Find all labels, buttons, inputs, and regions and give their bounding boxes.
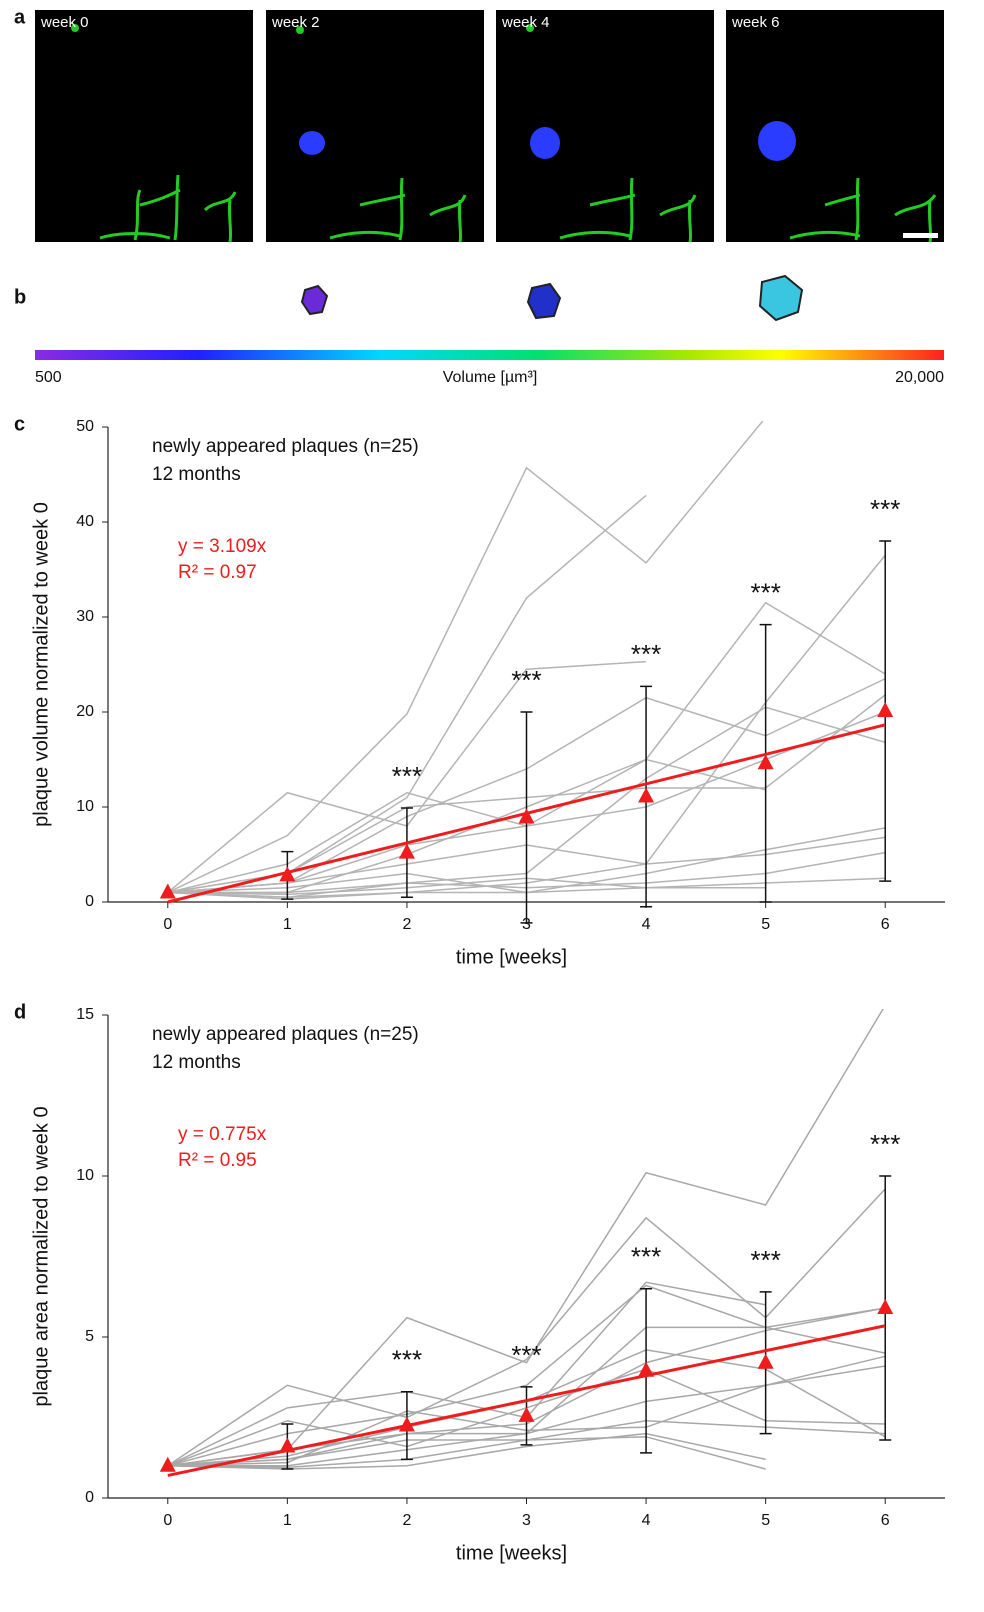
x-tick-label: 2	[402, 916, 411, 933]
image-panel: week 0	[35, 10, 253, 242]
x-tick-label: 1	[283, 1512, 292, 1529]
fit-r2: R² = 0.97	[178, 562, 257, 583]
annotation: newly appeared plaques (n=25)	[152, 1024, 419, 1045]
mean-marker	[638, 788, 654, 803]
image-label: week 6	[731, 14, 780, 31]
y-tick-label: 40	[76, 513, 94, 530]
y-tick-label: 20	[76, 703, 94, 720]
fit-r2: R² = 0.95	[178, 1150, 257, 1171]
image-label: week 4	[501, 14, 550, 31]
x-tick-label: 5	[761, 916, 770, 933]
mean-marker	[638, 1362, 654, 1377]
annotation: newly appeared plaques (n=25)	[152, 436, 419, 457]
image-label: week 2	[271, 14, 320, 31]
x-tick-label: 5	[761, 1512, 770, 1529]
x-tick-label: 0	[163, 916, 172, 933]
y-tick-label: 10	[76, 1167, 94, 1184]
y-tick-label: 50	[76, 418, 94, 435]
mean-marker	[877, 1299, 893, 1314]
significance: ***	[870, 1129, 900, 1159]
mean-marker	[279, 1437, 295, 1452]
panel-label: c	[14, 413, 25, 435]
x-tick-label: 6	[881, 1512, 890, 1529]
x-tick-label: 6	[881, 916, 890, 933]
x-tick-label: 3	[522, 1512, 531, 1529]
x-tick-label: 4	[642, 916, 651, 933]
colorbar	[35, 350, 944, 360]
colorbar-title: Volume [µm³]	[443, 369, 538, 386]
colorbar-max: 20,000	[895, 369, 944, 386]
panel-label: a	[14, 6, 26, 28]
plaque-renderings	[302, 276, 802, 320]
annotation: 12 months	[152, 464, 241, 485]
image-panel: week 2	[266, 10, 484, 242]
significance: ***	[750, 1245, 780, 1275]
panel-label: d	[14, 1001, 26, 1023]
y-tick-label: 10	[76, 798, 94, 815]
x-axis-label: time [weeks]	[456, 946, 567, 968]
image-panel: week 4	[496, 10, 714, 242]
significance: ***	[392, 761, 422, 791]
image-panel: week 6	[726, 10, 944, 242]
x-tick-label: 1	[283, 916, 292, 933]
x-tick-label: 0	[163, 1512, 172, 1529]
figure: a week 0 week 2 week 4 week 6 b 500 Volu…	[0, 0, 984, 1612]
significance: ***	[511, 1340, 541, 1370]
y-tick-label: 5	[85, 1328, 94, 1345]
panel-label: b	[14, 286, 26, 308]
y-tick-label: 0	[85, 1489, 94, 1506]
y-axis-label: plaque volume normalized to week 0	[30, 502, 52, 827]
significance: ***	[750, 577, 780, 607]
fit-equation: y = 3.109x	[178, 536, 267, 557]
image-label: week 0	[40, 14, 89, 31]
page: a week 0 week 2 week 4 week 6 b 500 Volu…	[0, 0, 984, 1612]
significance: ***	[631, 639, 661, 669]
y-tick-label: 15	[76, 1006, 94, 1023]
individual-line	[168, 418, 766, 893]
colorbar-min: 500	[35, 369, 62, 386]
x-tick-label: 2	[402, 1512, 411, 1529]
significance: ***	[511, 665, 541, 695]
significance: ***	[392, 1345, 422, 1375]
significance: ***	[870, 494, 900, 524]
mean-marker	[877, 702, 893, 717]
individual-line	[168, 1282, 766, 1466]
annotation: 12 months	[152, 1052, 241, 1073]
individual-line	[168, 760, 766, 893]
fit-equation: y = 0.775x	[178, 1124, 267, 1145]
x-tick-label: 4	[642, 1512, 651, 1529]
y-axis-label: plaque area normalized to week 0	[30, 1106, 52, 1406]
significance: ***	[631, 1242, 661, 1272]
x-axis-label: time [weeks]	[456, 1542, 567, 1564]
y-tick-label: 30	[76, 608, 94, 625]
y-tick-label: 0	[85, 893, 94, 910]
mean-marker	[758, 1354, 774, 1369]
